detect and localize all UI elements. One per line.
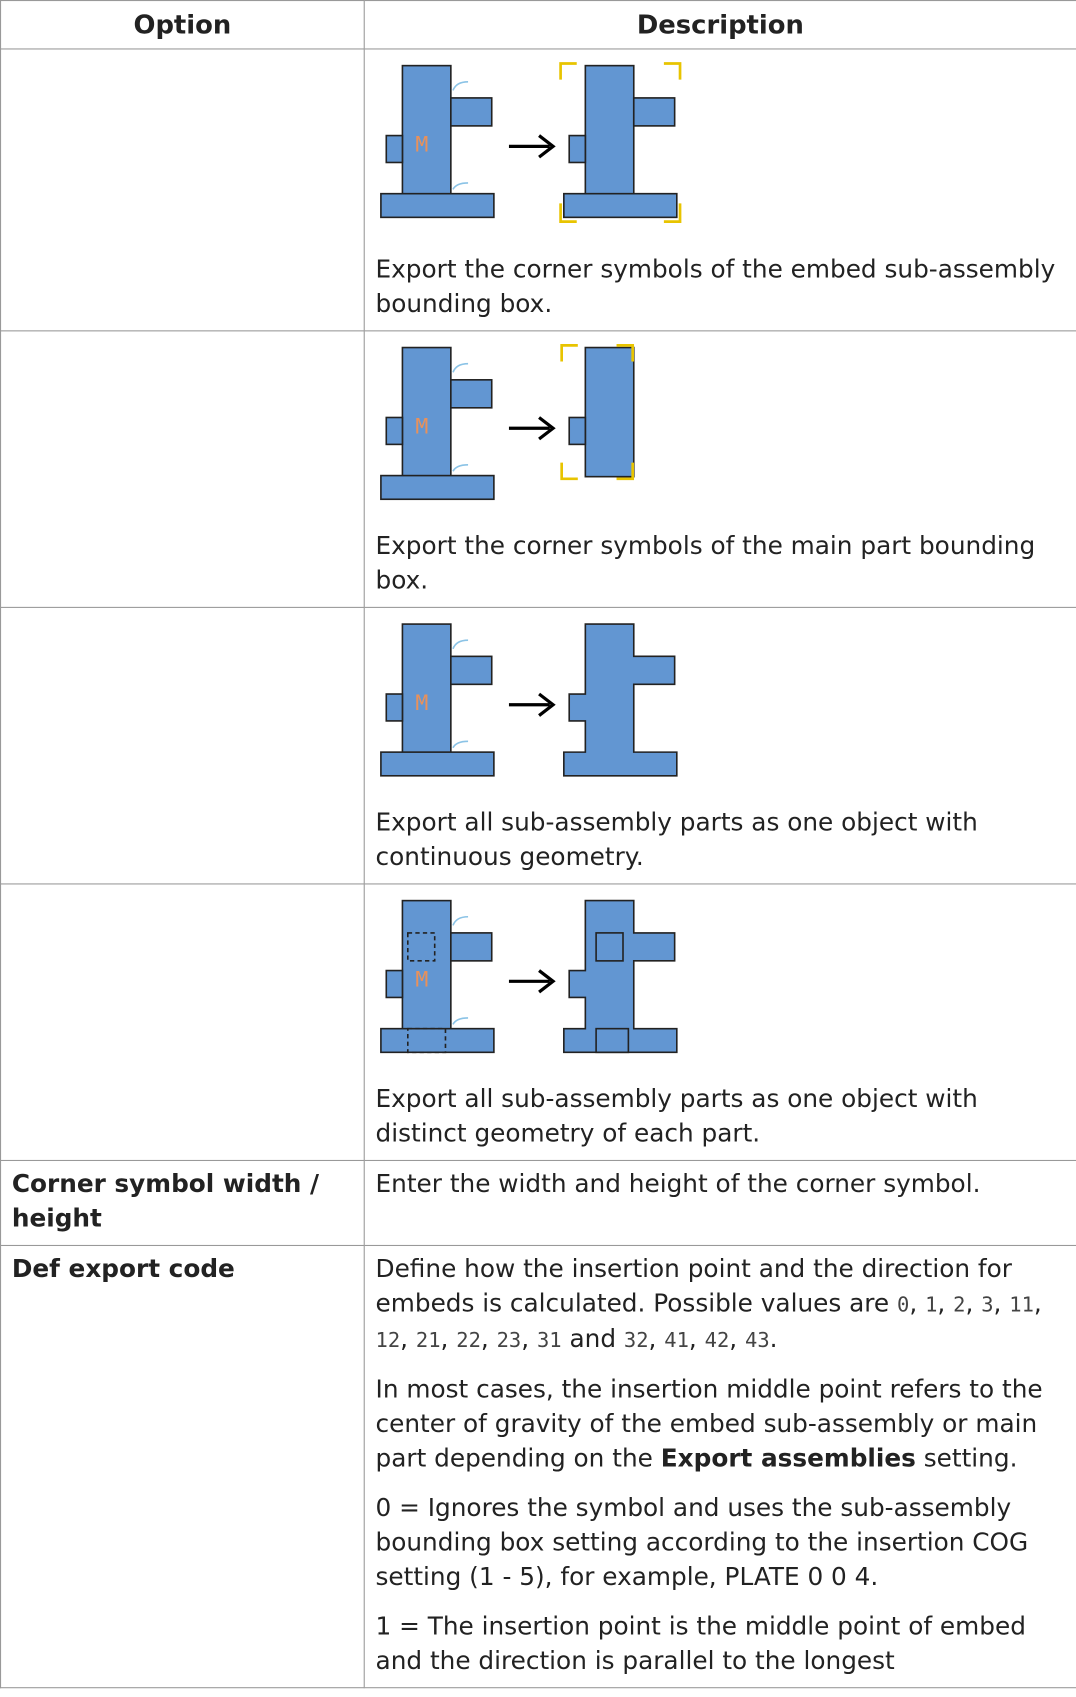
option-cell (0, 48, 365, 332)
code-value: 11 (1009, 1293, 1034, 1318)
description: 0 = Ignores the symbol and uses the sub-… (375, 1494, 1029, 1592)
option-cell: Corner symbol width / height (0, 1159, 365, 1247)
illustration (376, 344, 635, 503)
description-cell: Define how the insertion point and the d… (363, 1244, 1076, 1689)
text: , (909, 1290, 926, 1319)
description: 1 = The insertion point is the middle po… (375, 1612, 1026, 1676)
illustration (376, 623, 678, 777)
code-value: 1 (925, 1293, 938, 1318)
text: , (480, 1325, 497, 1354)
text: , (729, 1325, 746, 1354)
option-cell: Def export code (0, 1244, 365, 1689)
header-row: Option Description (0, 0, 1076, 50)
description-cell: Export the corner symbols of the main pa… (363, 330, 1076, 608)
code-value: 42 (704, 1328, 730, 1353)
description-cell: Enter the width and height of the corner… (363, 1159, 1076, 1247)
code-value: 32 (623, 1328, 649, 1353)
header-option: Option (0, 0, 365, 50)
text: In most cases, the insertion middle poin… (375, 1376, 1043, 1474)
description: In most cases, the insertion middle poin… (376, 1373, 1066, 1476)
code-value: 22 (456, 1328, 481, 1353)
code-value: 31 (536, 1328, 562, 1353)
description: Export the corner symbols of the main pa… (375, 532, 1036, 596)
description: Export all sub-assembly parts as one obj… (375, 809, 978, 872)
code-value: 43 (745, 1328, 770, 1353)
text: setting. (915, 1445, 1018, 1474)
illustration (376, 899, 678, 1054)
text: , (993, 1290, 1010, 1319)
text: , (648, 1325, 665, 1354)
option-cell (0, 883, 365, 1162)
text: . (769, 1325, 778, 1354)
text: and (561, 1325, 624, 1354)
row: Corner symbol width / height Enter the w… (0, 1159, 1076, 1247)
text: , (1033, 1290, 1042, 1319)
description-cell: Export all sub-assembly parts as one obj… (363, 883, 1076, 1162)
option-cell (0, 606, 365, 885)
setting-name: Export assemblies (660, 1445, 916, 1474)
code-value: 23 (496, 1328, 522, 1353)
code-value: 12 (375, 1328, 401, 1353)
description-cell: Export the corner symbols of the embed s… (363, 48, 1076, 332)
description: Export all sub-assembly parts as one obj… (375, 1085, 978, 1149)
code-value: 2 (953, 1293, 966, 1318)
code-value: 3 (981, 1293, 994, 1318)
illustration (376, 62, 682, 224)
text: , (521, 1325, 537, 1354)
text: , (688, 1325, 705, 1354)
text: , (937, 1290, 954, 1319)
row: Export all sub-assembly parts as one obj… (0, 606, 1076, 885)
text: , (400, 1325, 416, 1354)
row: Export all sub-assembly parts as one obj… (0, 883, 1076, 1162)
description: Export the corner symbols of the embed s… (375, 256, 1056, 319)
description: Enter the width and height of the corner… (375, 1170, 981, 1199)
text: , (440, 1325, 457, 1354)
description: Define how the insertion point and the d… (376, 1252, 1066, 1357)
text: Define how the insertion point and the d… (375, 1255, 1012, 1319)
row: Export the corner symbols of the main pa… (0, 330, 1076, 608)
text: , (965, 1290, 982, 1319)
code-value: 21 (415, 1328, 441, 1353)
option-cell (0, 330, 365, 608)
row: Def export code Define how the insertion… (0, 1244, 1076, 1689)
code-value: 41 (664, 1328, 689, 1353)
description-cell: Export all sub-assembly parts as one obj… (363, 606, 1076, 885)
header-description: Description (363, 0, 1076, 50)
row: Export the corner symbols of the embed s… (0, 48, 1076, 332)
code-value: 0 (897, 1293, 910, 1318)
